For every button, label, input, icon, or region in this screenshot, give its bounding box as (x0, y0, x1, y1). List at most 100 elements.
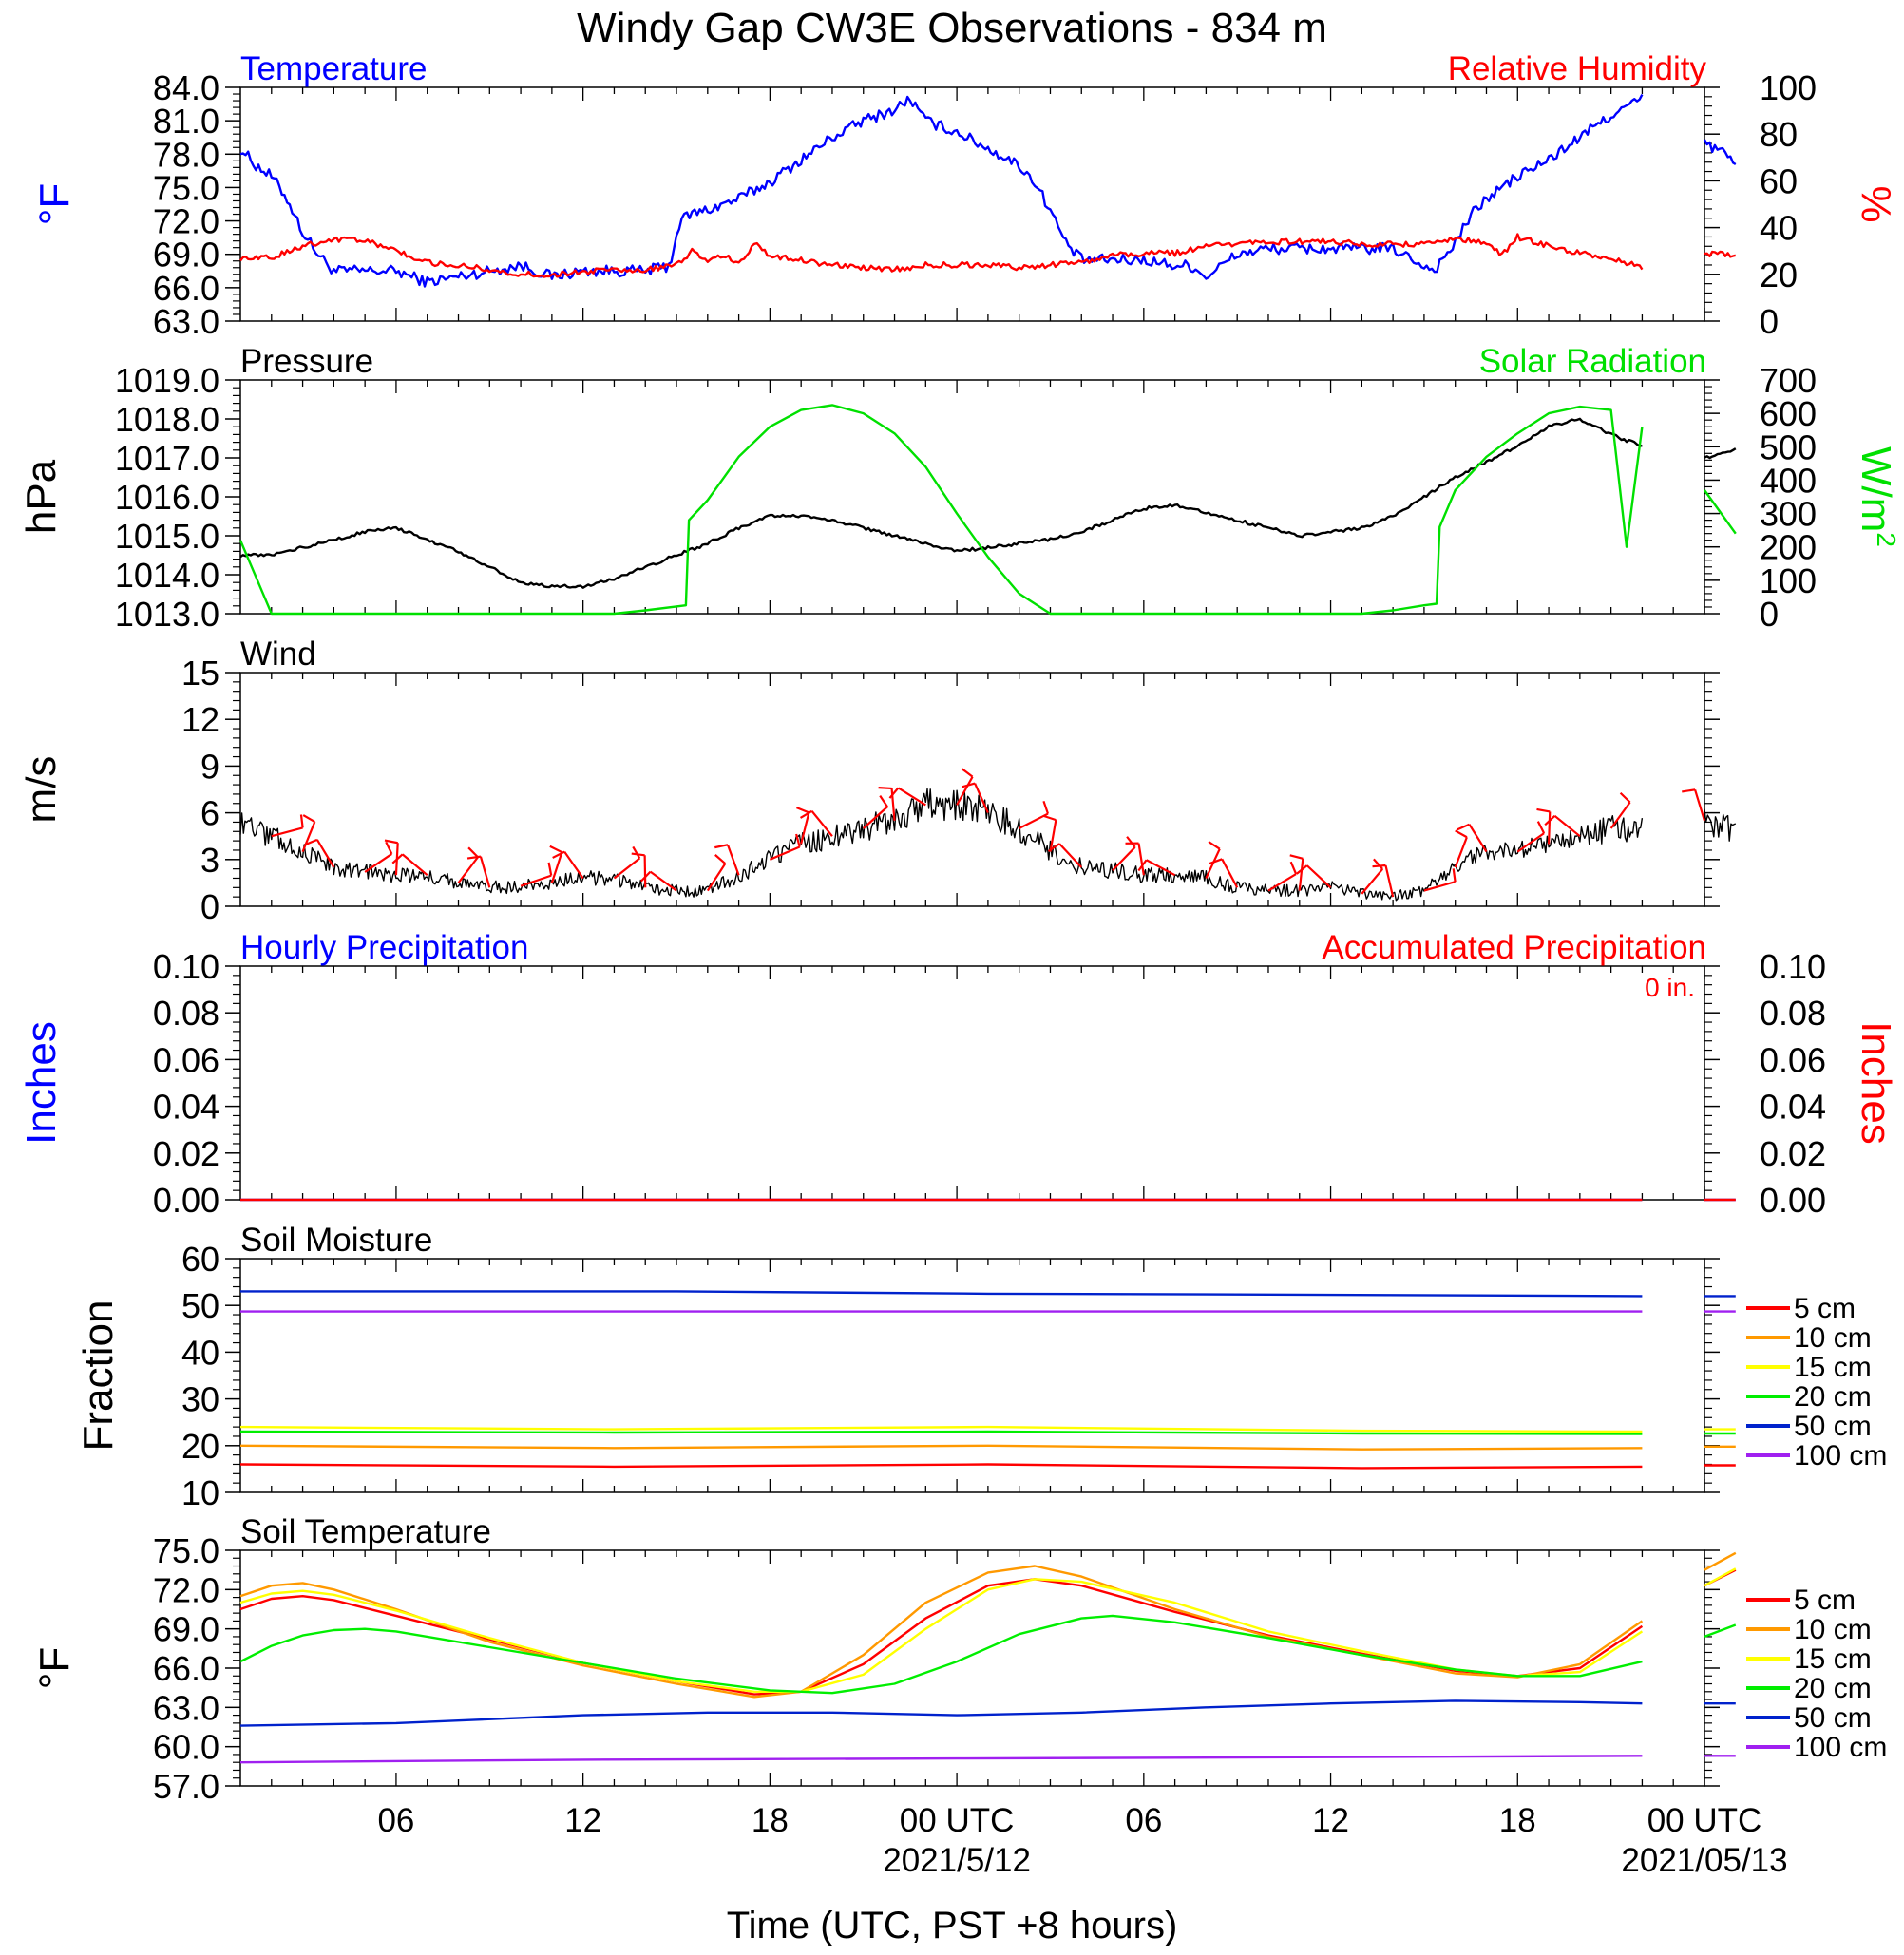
wind-barb-flag (466, 855, 482, 860)
y-tick-label-left: 69.0 (153, 1610, 219, 1649)
panel-precipitation: 0.00 0.02 0.04 0.06 0.08 0.10 0.00 0.02 0.04 0.06… (18, 929, 1899, 1220)
wind-barb-flag (547, 862, 553, 876)
y-tick-label-right: 300 (1760, 495, 1817, 534)
wind-barb-flag (391, 853, 404, 864)
series-line-temperature (1703, 139, 1737, 166)
y-tick-label-right: 0.00 (1760, 1181, 1826, 1220)
series-line-humidity (239, 233, 1644, 278)
y-tick-label-left: 78.0 (153, 135, 219, 174)
wind-barb (800, 812, 810, 845)
y-tick-label-left: 0.10 (153, 947, 219, 986)
wind-barb-flag (795, 833, 801, 847)
wind-barb (315, 839, 335, 868)
y-tick-label-left: 0.04 (153, 1088, 219, 1127)
series-line-temperature (239, 94, 1644, 288)
time-tick-label: 12 (1312, 1802, 1349, 1839)
y-tick-label-right: 500 (1760, 427, 1817, 466)
wind-barb-flag (799, 809, 813, 819)
series-line-15-cm (239, 1425, 1643, 1433)
wind-barb-flag (1372, 864, 1386, 868)
y-tick-label-right: 200 (1760, 528, 1817, 567)
wind-barb (1146, 859, 1176, 877)
date-label: 2021/05/13 (1621, 1842, 1787, 1879)
wind-barb-flag (1373, 858, 1384, 870)
y-tick-label-left: 1017.0 (115, 439, 219, 478)
legend-label: 15 cm (1794, 1643, 1872, 1675)
y-tick-label-left: 1018.0 (115, 400, 219, 439)
y-tick-label-right: 20 (1760, 256, 1798, 294)
y-tick-label-right: 60 (1760, 161, 1798, 200)
series-line-5-cm (239, 1463, 1643, 1470)
plot-frame (239, 672, 1705, 907)
wind-barb-flag (299, 814, 304, 828)
wind-barb-flag (1455, 829, 1468, 839)
time-tick-label: 12 (564, 1802, 601, 1839)
y-axis-label-right: W/m2 (1853, 446, 1901, 547)
wind-barb-flag (1296, 864, 1308, 875)
wind-barb (1305, 864, 1332, 889)
wind-barb (956, 776, 974, 806)
y-tick-label-left: 1014.0 (115, 556, 219, 595)
y-tick-label-right: 100 (1760, 68, 1817, 107)
wind-barb (974, 783, 989, 814)
wind-barb (1205, 848, 1221, 879)
wind-barb-flag (796, 807, 809, 814)
wind-barb (1468, 824, 1488, 853)
y-axis-label-left: °F (31, 1647, 78, 1689)
wind-barb-flag (1536, 807, 1551, 813)
panel-soil_moisture: 10 20 30 40 50 60 Soil Moisture Fraction 5 cm10 … (75, 1222, 1887, 1512)
y-tick-label-left: 0.08 (153, 994, 219, 1033)
y-tick-label-right: 0 (1760, 302, 1779, 341)
wind-barb-flag (1457, 823, 1470, 831)
wind-barb-flag (1289, 854, 1304, 860)
wind-barb (769, 845, 801, 861)
legend-label: 100 cm (1794, 1440, 1887, 1471)
y-tick-label-right: 80 (1760, 115, 1798, 154)
y-tick-label-left: 6 (200, 794, 219, 833)
date-label: 2021/5/12 (883, 1842, 1031, 1879)
time-tick-label: 00 UTC (1647, 1802, 1762, 1839)
y-tick-label-right: 0.10 (1760, 947, 1826, 986)
legend-label: 5 cm (1794, 1293, 1856, 1324)
legend-label: 10 cm (1794, 1614, 1872, 1645)
plot-frame (239, 379, 1705, 615)
wind-barb (1049, 819, 1057, 852)
y-tick-label-left: 66.0 (153, 1649, 219, 1688)
y-tick-label-left: 0.02 (153, 1134, 219, 1173)
wind-barb (520, 874, 552, 887)
wind-barb (897, 787, 926, 807)
y-axis-label-right: Inches (1853, 1021, 1899, 1145)
panel-title-left: Pressure (240, 343, 373, 380)
wind-barb (1454, 836, 1468, 868)
y-axis-label-left: m/s (18, 756, 65, 824)
wind-barb-flag (1047, 843, 1060, 853)
y-tick-label-left: 1015.0 (115, 517, 219, 556)
series-line-solar (238, 404, 1644, 616)
panel-title-left: Temperature (240, 50, 427, 87)
y-tick-label-left: 63.0 (153, 1688, 219, 1727)
series-line-pressure (239, 417, 1643, 589)
wind-barb (301, 821, 316, 853)
wind-barb-flag (1126, 836, 1136, 848)
plot-frame (239, 1549, 1705, 1787)
wind-barb (1298, 858, 1304, 891)
wind-barb-flag (1536, 821, 1546, 834)
y-tick-label-left: 30 (181, 1380, 219, 1419)
wind-barb (563, 850, 584, 880)
series-line-15-cm (1704, 1567, 1737, 1587)
time-tick-label: 06 (1125, 1802, 1162, 1839)
wind-barb (1221, 858, 1239, 888)
plot-frame (239, 1258, 1705, 1493)
series-line-10-cm (1704, 1551, 1737, 1571)
y-tick-label-left: 63.0 (153, 302, 219, 341)
series-line-20-cm (239, 1430, 1643, 1435)
wind-barb (457, 856, 479, 884)
wind-barb (1019, 812, 1049, 829)
wind-barb (1694, 788, 1706, 822)
plot-frame (239, 965, 1705, 1201)
legend-label: 50 cm (1794, 1702, 1872, 1734)
wind-barb-flag (1682, 788, 1696, 793)
series-line-10-cm (239, 1565, 1644, 1699)
